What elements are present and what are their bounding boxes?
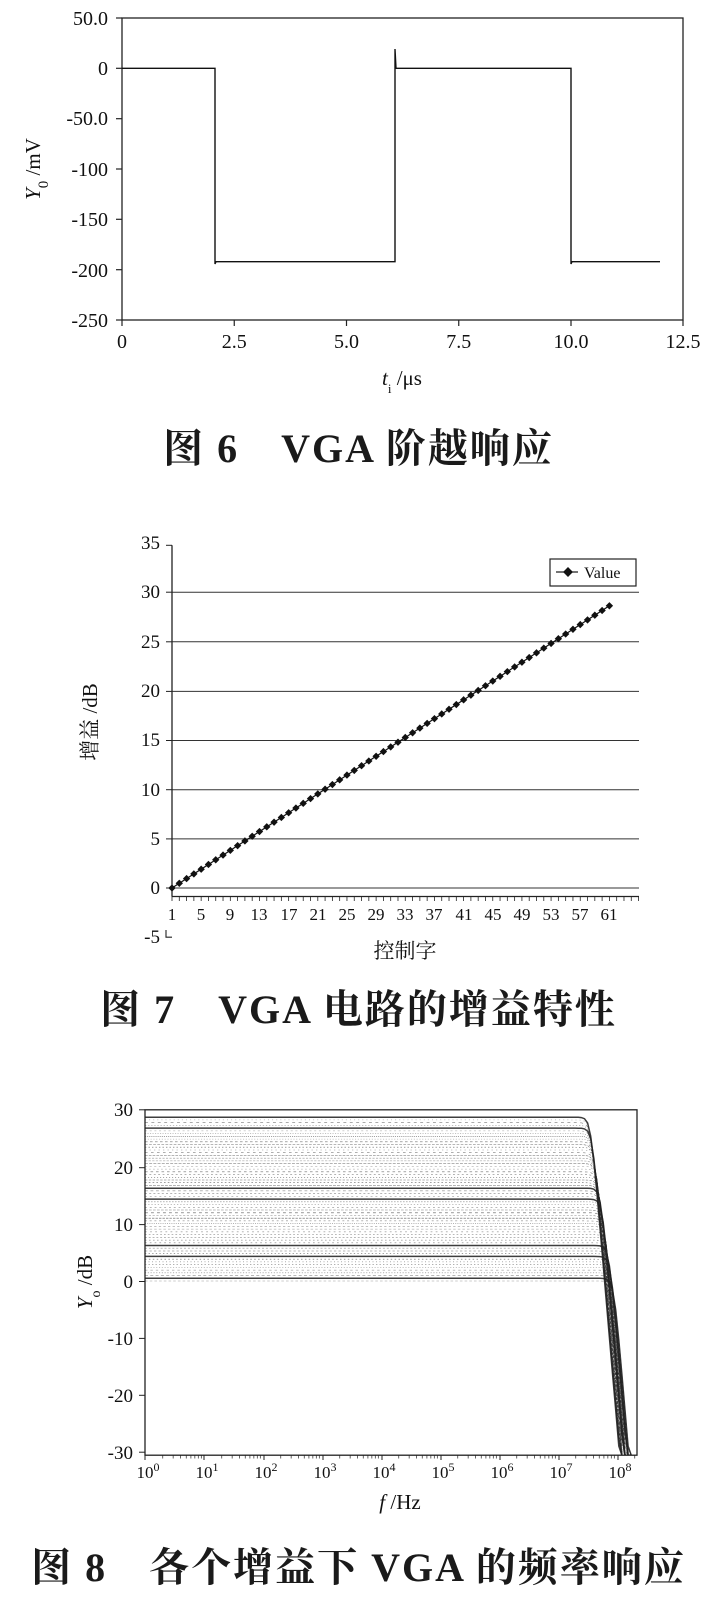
svg-text:25: 25 [339,905,356,924]
svg-text:9: 9 [226,905,235,924]
svg-text:5: 5 [151,829,161,850]
svg-text:Yo /dB: Yo /dB [73,1255,104,1309]
svg-text:-5: -5 [144,927,160,948]
svg-text:106: 106 [491,1460,514,1482]
svg-text:-250: -250 [71,310,108,332]
svg-text:f /Hz: f /Hz [379,1490,420,1514]
svg-text:103: 103 [314,1460,337,1482]
svg-text:0: 0 [124,1272,134,1293]
svg-text:13: 13 [251,905,268,924]
svg-text:0: 0 [151,878,161,899]
svg-text:-30: -30 [108,1443,133,1464]
svg-text:49: 49 [514,905,531,924]
svg-text:ti /μs: ti /μs [382,366,422,396]
svg-text:30: 30 [141,582,160,603]
svg-text:17: 17 [281,905,299,924]
svg-text:10: 10 [114,1215,133,1236]
svg-text:-50.0: -50.0 [66,108,108,130]
svg-text:100: 100 [137,1460,160,1482]
svg-text:41: 41 [456,905,473,924]
svg-text:102: 102 [255,1460,278,1482]
svg-text:53: 53 [543,905,560,924]
svg-text:35: 35 [141,533,160,554]
svg-text:61: 61 [601,905,618,924]
svg-text:5: 5 [197,905,206,924]
svg-text:50.0: 50.0 [73,8,108,30]
svg-text:-150: -150 [71,209,108,231]
svg-text:0: 0 [117,331,127,353]
svg-text:2.5: 2.5 [222,331,247,353]
svg-text:108: 108 [609,1460,632,1482]
svg-text:57: 57 [572,905,590,924]
svg-text:增益 /dB: 增益 /dB [78,683,102,761]
svg-text:30: 30 [114,1100,133,1121]
svg-text:控制字: 控制字 [374,939,437,963]
svg-text:10: 10 [141,780,160,801]
svg-text:-200: -200 [71,260,108,282]
svg-text:29: 29 [368,905,385,924]
svg-text:12.5: 12.5 [666,331,701,353]
svg-text:-100: -100 [71,159,108,181]
svg-text:101: 101 [196,1460,219,1482]
svg-text:1: 1 [168,905,177,924]
svg-text:7.5: 7.5 [446,331,471,353]
svg-text:10.0: 10.0 [554,331,589,353]
svg-text:21: 21 [310,905,327,924]
svg-text:15: 15 [141,730,160,751]
svg-text:20: 20 [141,681,160,702]
svg-text:45: 45 [485,905,502,924]
svg-text:Y0 /mV: Y0 /mV [21,138,52,200]
svg-text:20: 20 [114,1158,133,1179]
svg-text:5.0: 5.0 [334,331,359,353]
svg-text:107: 107 [550,1460,573,1482]
svg-text:33: 33 [397,905,414,924]
svg-text:Value: Value [584,565,620,582]
svg-text:25: 25 [141,632,160,653]
svg-text:37: 37 [426,905,444,924]
svg-text:104: 104 [373,1460,396,1482]
svg-text:0: 0 [98,58,108,80]
svg-text:-20: -20 [108,1386,133,1407]
svg-text:105: 105 [432,1460,455,1482]
svg-text:-10: -10 [108,1329,133,1350]
